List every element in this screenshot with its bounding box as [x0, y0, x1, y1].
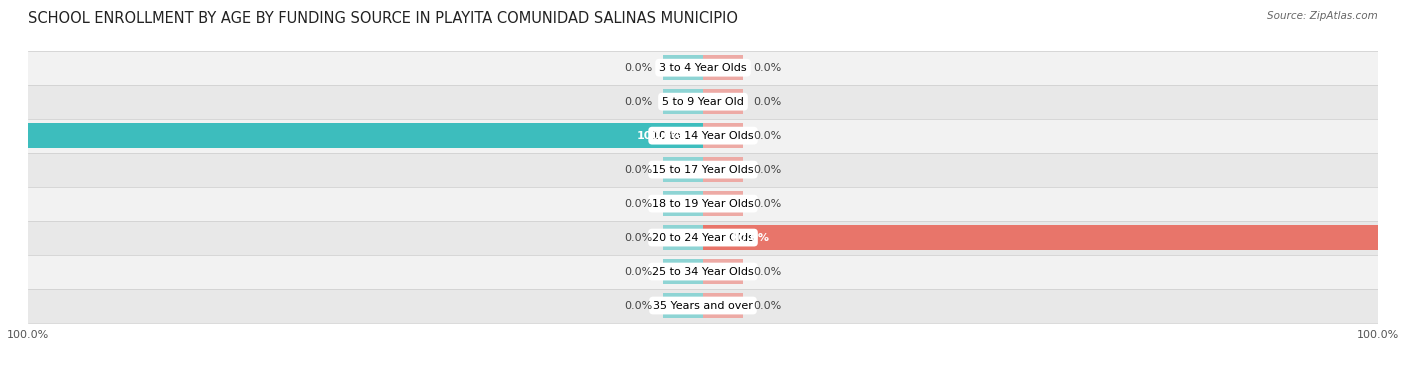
Bar [28, 51, 1378, 85]
Text: 3 to 4 Year Olds: 3 to 4 Year Olds [659, 63, 747, 73]
Bar [662, 89, 703, 114]
Text: Source: ZipAtlas.com: Source: ZipAtlas.com [1267, 11, 1378, 21]
Bar [703, 293, 744, 318]
Text: 0.0%: 0.0% [624, 199, 652, 208]
Legend: Public School, Private School: Public School, Private School [598, 376, 808, 377]
Text: 100.0%: 100.0% [723, 233, 769, 242]
Bar [28, 119, 1378, 153]
Text: SCHOOL ENROLLMENT BY AGE BY FUNDING SOURCE IN PLAYITA COMUNIDAD SALINAS MUNICIPI: SCHOOL ENROLLMENT BY AGE BY FUNDING SOUR… [28, 11, 738, 26]
Text: 25 to 34 Year Olds: 25 to 34 Year Olds [652, 267, 754, 277]
Text: 0.0%: 0.0% [624, 63, 652, 73]
Bar [28, 221, 1378, 254]
Bar [28, 254, 1378, 288]
Text: 0.0%: 0.0% [754, 97, 782, 107]
Text: 18 to 19 Year Olds: 18 to 19 Year Olds [652, 199, 754, 208]
Text: 0.0%: 0.0% [624, 97, 652, 107]
Text: 0.0%: 0.0% [624, 165, 652, 175]
Bar [703, 157, 744, 182]
Bar [662, 259, 703, 284]
Bar [662, 55, 703, 80]
Bar [703, 123, 744, 148]
Bar [703, 89, 744, 114]
Bar [703, 225, 1378, 250]
Text: 0.0%: 0.0% [754, 267, 782, 277]
Bar [662, 225, 703, 250]
Bar [662, 192, 703, 216]
Text: 0.0%: 0.0% [754, 131, 782, 141]
Text: 35 Years and over: 35 Years and over [652, 300, 754, 311]
Text: 0.0%: 0.0% [624, 233, 652, 242]
Text: 15 to 17 Year Olds: 15 to 17 Year Olds [652, 165, 754, 175]
Bar [703, 55, 744, 80]
Text: 5 to 9 Year Old: 5 to 9 Year Old [662, 97, 744, 107]
Bar [662, 293, 703, 318]
Text: 0.0%: 0.0% [754, 199, 782, 208]
Bar [703, 192, 744, 216]
Bar [703, 259, 744, 284]
Text: 0.0%: 0.0% [754, 165, 782, 175]
Text: 0.0%: 0.0% [754, 300, 782, 311]
Text: 10 to 14 Year Olds: 10 to 14 Year Olds [652, 131, 754, 141]
Bar [28, 123, 703, 148]
Bar [28, 187, 1378, 221]
Bar [28, 153, 1378, 187]
Bar [28, 288, 1378, 322]
Text: 0.0%: 0.0% [754, 63, 782, 73]
Bar [28, 85, 1378, 119]
Text: 100.0%: 100.0% [637, 131, 683, 141]
Bar [662, 157, 703, 182]
Text: 0.0%: 0.0% [624, 267, 652, 277]
Text: 0.0%: 0.0% [624, 300, 652, 311]
Text: 20 to 24 Year Olds: 20 to 24 Year Olds [652, 233, 754, 242]
